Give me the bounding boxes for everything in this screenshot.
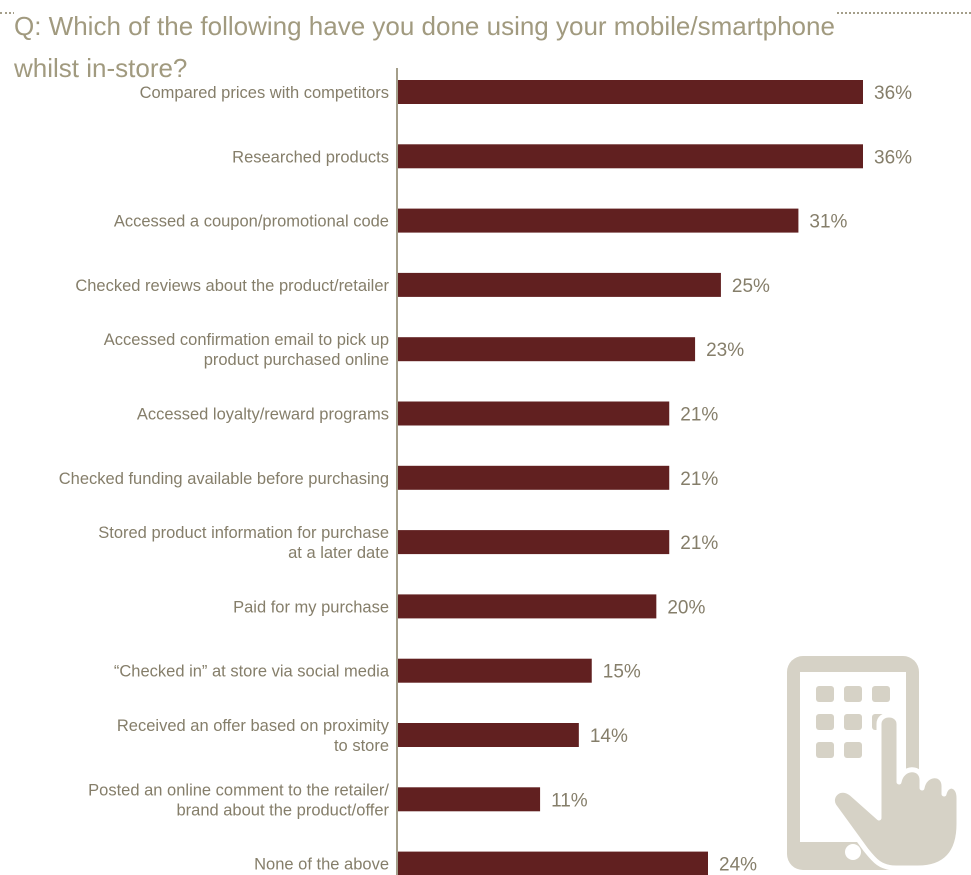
value-label-9: 20% — [667, 597, 705, 618]
bar-6 — [398, 401, 670, 426]
value-labels-group: 36% 36% 31% 25% 23% 21% 21% 21% 20% 15% 14% 11% 24% — [551, 83, 912, 875]
bar-11 — [398, 723, 579, 747]
category-label-2: Researched products — [232, 148, 389, 166]
value-label-1: 36% — [874, 83, 912, 104]
value-label-13: 24% — [719, 855, 757, 875]
value-label-2: 36% — [874, 147, 912, 168]
value-label-5: 23% — [706, 340, 744, 361]
bar-1 — [398, 80, 863, 104]
category-label-4: Checked reviews about the product/retail… — [75, 277, 389, 295]
category-label-13: None of the above — [254, 856, 389, 874]
value-label-6: 21% — [680, 405, 718, 426]
bar-3 — [398, 208, 799, 233]
phone-touch-icon — [787, 656, 959, 871]
title-line-1: Q: Which of the following have you done … — [14, 11, 835, 41]
category-label-3: Accessed a coupon/promotional code — [114, 213, 389, 231]
bar-7 — [398, 465, 670, 490]
category-label-12: Posted an online comment to the retailer… — [88, 781, 389, 819]
value-label-11: 14% — [590, 726, 628, 747]
bar-5 — [398, 337, 696, 362]
bar-9 — [398, 594, 657, 619]
category-label-10: “Checked in” at store via social media — [114, 663, 390, 681]
bar-8 — [398, 530, 670, 555]
category-label-6: Accessed loyalty/reward programs — [137, 406, 389, 424]
bar-13 — [398, 851, 708, 875]
value-label-10: 15% — [603, 662, 641, 683]
category-labels-group: Compared prices with competitors Research… — [59, 84, 390, 874]
bar-10 — [398, 658, 592, 683]
category-label-8: Stored product information for purchase a… — [98, 524, 389, 562]
category-label-1: Compared prices with competitors — [140, 84, 389, 102]
value-label-4: 25% — [732, 276, 770, 297]
chart-title: Q: Which of the following have you done … — [14, 5, 914, 89]
value-label-8: 21% — [680, 533, 718, 554]
bars-group — [398, 80, 863, 875]
value-label-3: 31% — [809, 212, 847, 233]
title-line-2: whilst in-store? — [14, 53, 188, 83]
bar-4 — [398, 272, 721, 297]
value-label-12: 11% — [551, 790, 588, 811]
category-label-7: Checked funding available before purchas… — [59, 470, 389, 488]
bar-12 — [398, 787, 541, 812]
category-label-5: Accessed confirmation email to pick up pr… — [104, 331, 389, 369]
category-label-11: Received an offer based on proximity to s… — [117, 717, 390, 755]
category-label-9: Paid for my purchase — [233, 598, 389, 616]
bar-2 — [398, 144, 863, 169]
value-label-7: 21% — [680, 469, 718, 490]
